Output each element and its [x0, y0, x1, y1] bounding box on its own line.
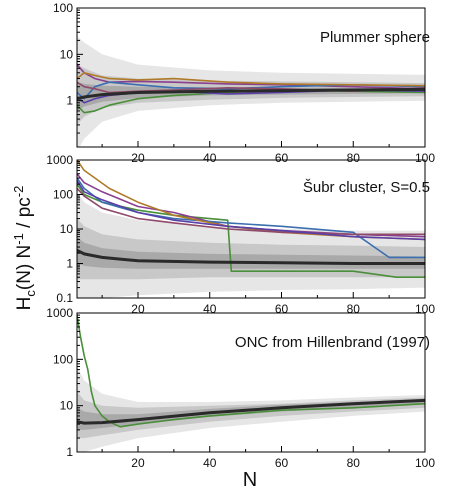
- panel-subr: 0.1 1 10 100 1000 20 40 60 80 100 Šubr cluster, S=…: [46, 153, 435, 316]
- panel-title-subr: Šubr cluster, S=0.5: [303, 179, 430, 196]
- series-line: [77, 180, 425, 241]
- plot-area: [77, 160, 425, 298]
- panel-title-onc: ONC from Hillenbrand (1997): [235, 334, 430, 351]
- panel-onc: 1 10 100 1000 20 40 60 80 100 ONC from Hillenbran…: [46, 306, 435, 470]
- series-line: [77, 81, 425, 100]
- y-tick-label: 10: [60, 222, 74, 236]
- plot-area: [77, 314, 425, 452]
- y-tick-label: 0.1: [56, 291, 73, 305]
- axes-frame: [76, 7, 426, 148]
- series-line: [77, 160, 425, 241]
- median-line: [77, 249, 425, 265]
- x-tick-label: 20: [131, 302, 145, 316]
- y-tick-label: 1: [66, 445, 73, 459]
- y-tick-label: 10: [60, 399, 74, 413]
- y-tick-label: 10: [60, 47, 74, 61]
- x-tick-label: 80: [347, 302, 361, 316]
- median-line: [77, 87, 425, 101]
- y-tick-label: 1: [66, 94, 73, 108]
- x-tick-label: 80: [347, 456, 361, 470]
- y-tick-label: 100: [53, 188, 73, 202]
- x-tick-label: 60: [275, 151, 289, 165]
- x-tick-label: 40: [203, 456, 217, 470]
- y-tick-label: 1000: [46, 153, 73, 167]
- y-tick-label: 100: [53, 1, 73, 15]
- series-line: [77, 72, 425, 87]
- x-axis-label: N: [243, 469, 257, 491]
- x-tick-label: 40: [203, 302, 217, 316]
- y-axis-label: Hc(N) N-1 / pc-2: [11, 186, 38, 311]
- x-tick-label: 60: [275, 302, 289, 316]
- x-tick-label: 20: [131, 151, 145, 165]
- panel-plummer: 1 10 100 20 40 60 80 100 Plummer sphere: [53, 1, 435, 165]
- series-line: [77, 183, 425, 278]
- panel-title-plummer: Plummer sphere: [320, 29, 430, 46]
- x-tick-label: 100: [415, 456, 435, 470]
- series-line: [77, 187, 425, 236]
- x-tick-label: 100: [415, 151, 435, 165]
- x-tick-label: 20: [131, 456, 145, 470]
- axes-frame: [76, 312, 426, 453]
- y-tick-label: 1: [66, 257, 73, 271]
- y-tick-label: 1000: [46, 306, 73, 320]
- x-tick-label: 60: [275, 456, 289, 470]
- x-tick-label: 80: [347, 151, 361, 165]
- median-line: [77, 398, 425, 425]
- band-inner: [77, 398, 425, 430]
- plot-area: [77, 35, 425, 147]
- x-tick-label: 40: [203, 151, 217, 165]
- y-tick-label: 100: [53, 352, 73, 366]
